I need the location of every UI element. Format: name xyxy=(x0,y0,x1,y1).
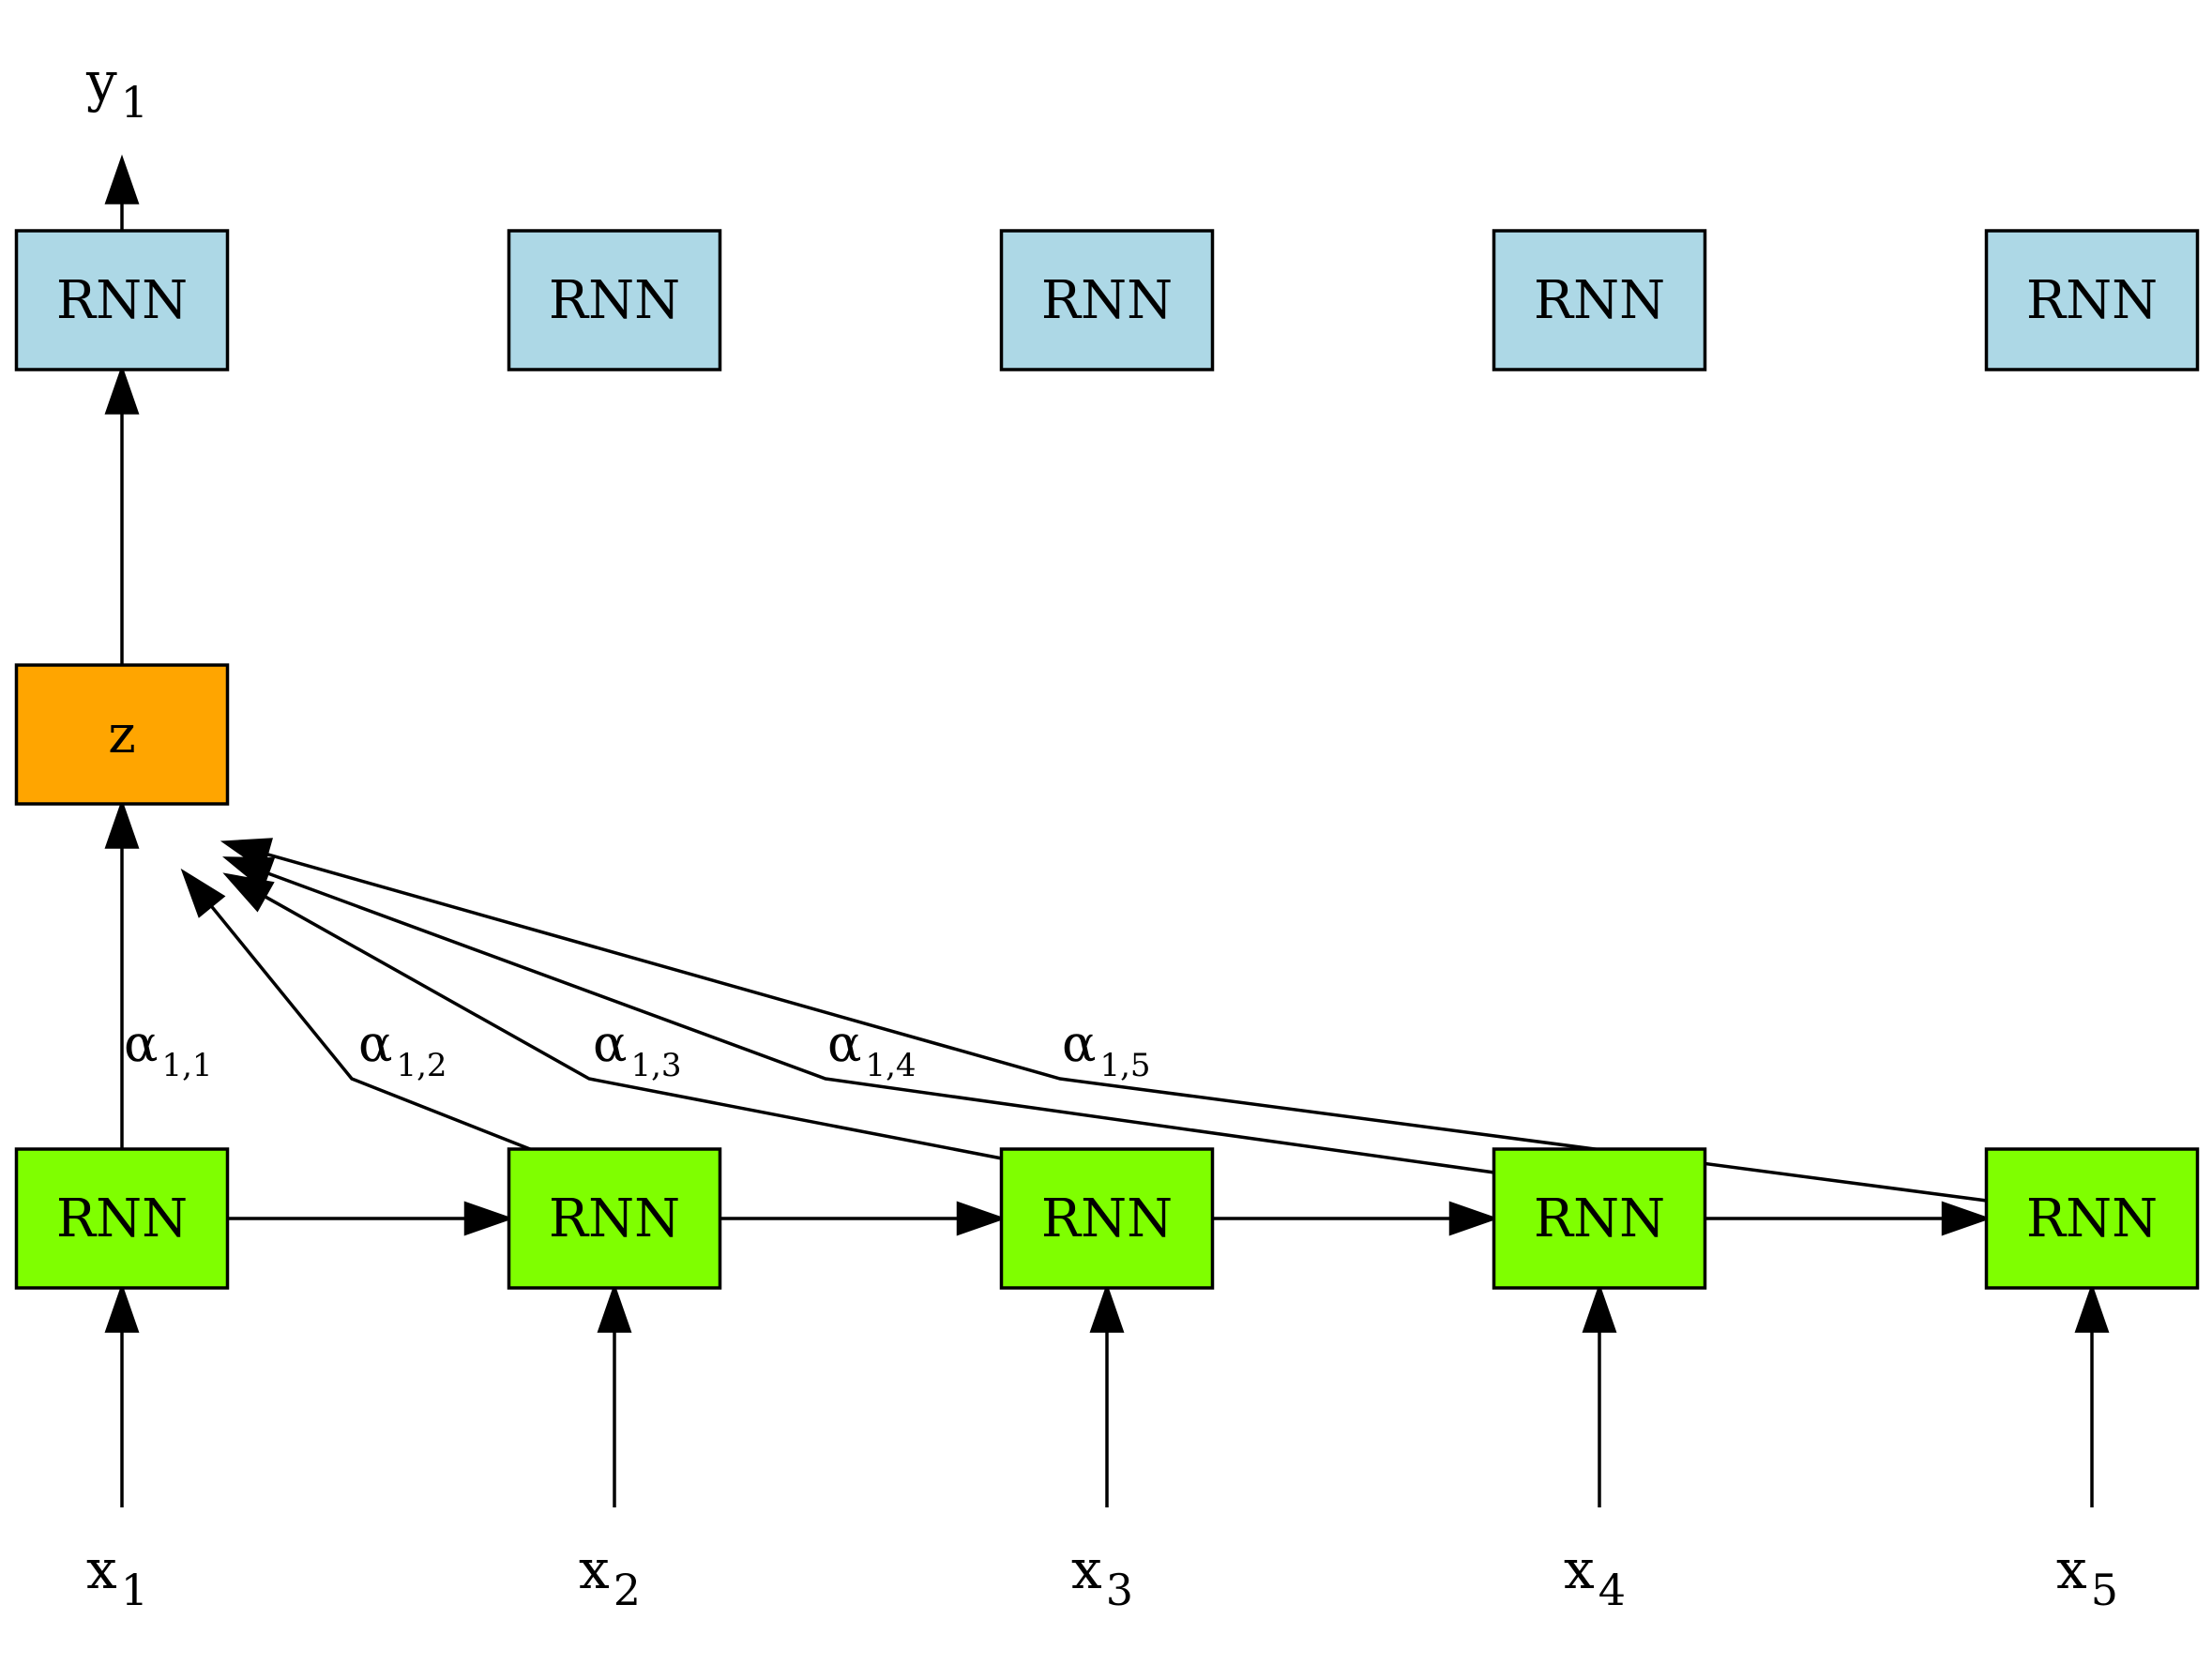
attention-weight-2-base: α xyxy=(358,1014,392,1073)
encoder-rnn-1-rect xyxy=(14,1147,230,1290)
attention-weight-4-base: α xyxy=(827,1014,861,1073)
decoder-rnn-5-rect xyxy=(1984,229,2200,371)
decoder-rnn-4-rect xyxy=(1492,229,1707,371)
decoder-rnn-5-label: RNN xyxy=(2026,270,2158,331)
input-arrow-head-4 xyxy=(1582,1282,1617,1333)
decoder-rnn-4: RNN xyxy=(1492,229,1707,371)
decoder-rnn-2-label: RNN xyxy=(549,270,680,331)
decoder-rnn-1: RNN xyxy=(14,229,230,371)
context-z-label: z xyxy=(108,704,136,765)
attention-weight-5: α 1,5 xyxy=(1062,1014,1151,1084)
encoder-rnn-2-rect xyxy=(507,1147,722,1290)
encoder-rnn-5-label: RNN xyxy=(2026,1188,2158,1249)
input-x5-subscript: 5 xyxy=(2091,1565,2118,1615)
encoder-rnn-4-label: RNN xyxy=(1534,1188,1665,1249)
attention-edge-3-line xyxy=(264,895,1003,1160)
input-arrow-head-5 xyxy=(2074,1282,2110,1333)
context-z-rect xyxy=(14,663,230,806)
output-y1: y1 xyxy=(85,50,148,128)
input-x2: x2 xyxy=(579,1537,641,1615)
input-x1-subscript: 1 xyxy=(121,1565,148,1615)
encoder-chain-head-2 xyxy=(956,1201,1007,1236)
encoder-chain-head-4 xyxy=(1941,1201,1992,1236)
context-z: z xyxy=(14,663,230,806)
attention-weight-2: α 1,2 xyxy=(358,1014,447,1084)
input-x5: x5 xyxy=(2056,1537,2118,1615)
decoder-rnn-1-label: RNN xyxy=(56,270,188,331)
decoder-rnn-3-label: RNN xyxy=(1041,270,1173,331)
decoder-rnn-5: RNN xyxy=(1984,229,2200,371)
decoder-rnn-4-label: RNN xyxy=(1534,270,1665,331)
output-y1-subscript: 1 xyxy=(121,77,148,128)
input-x4: x4 xyxy=(1564,1537,1626,1615)
encoder-rnn-5-rect xyxy=(1984,1147,2200,1290)
attention-edge-2-line xyxy=(209,904,531,1151)
input-x2-subscript: 2 xyxy=(614,1565,641,1615)
input-x4-subscript: 4 xyxy=(1598,1565,1626,1615)
attention-weight-3-base: α xyxy=(593,1014,627,1073)
encoder-rnn-1: RNN xyxy=(14,1147,230,1290)
attention-edge-5-head xyxy=(220,838,273,871)
decoder-rnn-3-rect xyxy=(999,229,1215,371)
encoder-chain-head-3 xyxy=(1448,1201,1499,1236)
input-x4-base: x xyxy=(1564,1537,1595,1601)
input-x1: x1 xyxy=(86,1537,148,1615)
encoder-rnn-3: RNN xyxy=(999,1147,1215,1290)
output-y1-base: y xyxy=(85,50,117,114)
input-x3: x3 xyxy=(1071,1537,1133,1615)
context-to-decoder-head xyxy=(104,364,140,415)
attention-weight-2-subscript: 1,2 xyxy=(396,1047,447,1084)
attention-weight-4-subscript: 1,4 xyxy=(865,1047,916,1084)
decoder-rnn-3: RNN xyxy=(999,229,1215,371)
attention-weight-1-base: α xyxy=(124,1014,158,1073)
encoder-rnn-3-rect xyxy=(999,1147,1215,1290)
encoder-rnn-5: RNN xyxy=(1984,1147,2200,1290)
attention-weight-5-base: α xyxy=(1062,1014,1096,1073)
attention-weight-1-subscript: 1,1 xyxy=(161,1047,212,1084)
output-arrow-head xyxy=(104,154,140,204)
input-x3-base: x xyxy=(1071,1537,1102,1601)
input-arrow-head-2 xyxy=(597,1282,632,1333)
attention-weight-4: α 1,4 xyxy=(827,1014,917,1084)
attention-edge-1-head xyxy=(104,798,140,849)
attention-edge-4-line xyxy=(266,871,1495,1174)
attention-edge-2-head xyxy=(180,868,226,918)
encoder-rnn-2-label: RNN xyxy=(549,1188,680,1249)
encoder-rnn-3-label: RNN xyxy=(1041,1188,1173,1249)
nodes: RNN RNN RNN RNN RNN z RNN RNN RNN RNN RNN xyxy=(14,229,2200,1290)
decoder-rnn-1-rect xyxy=(14,229,230,371)
encoder-rnn-4-rect xyxy=(1492,1147,1707,1290)
input-x5-base: x xyxy=(2056,1537,2087,1601)
encoder-rnn-2: RNN xyxy=(507,1147,722,1290)
edges xyxy=(104,154,2110,1507)
attention-weight-3: α 1,3 xyxy=(593,1014,682,1084)
attention-weight-1: α 1,1 xyxy=(124,1014,213,1084)
input-arrow-head-1 xyxy=(104,1282,140,1333)
input-x1-base: x xyxy=(86,1537,117,1601)
decoder-rnn-2: RNN xyxy=(507,229,722,371)
encoder-chain-head-1 xyxy=(463,1201,514,1236)
attention-weight-3-subscript: 1,3 xyxy=(630,1047,681,1084)
encoder-rnn-4: RNN xyxy=(1492,1147,1707,1290)
encoder-rnn-1-label: RNN xyxy=(56,1188,188,1249)
decoder-rnn-2-rect xyxy=(507,229,722,371)
input-arrow-head-3 xyxy=(1089,1282,1125,1333)
attention-weight-5-subscript: 1,5 xyxy=(1099,1047,1150,1084)
input-x2-base: x xyxy=(579,1537,610,1601)
input-x3-subscript: 3 xyxy=(1106,1565,1133,1615)
